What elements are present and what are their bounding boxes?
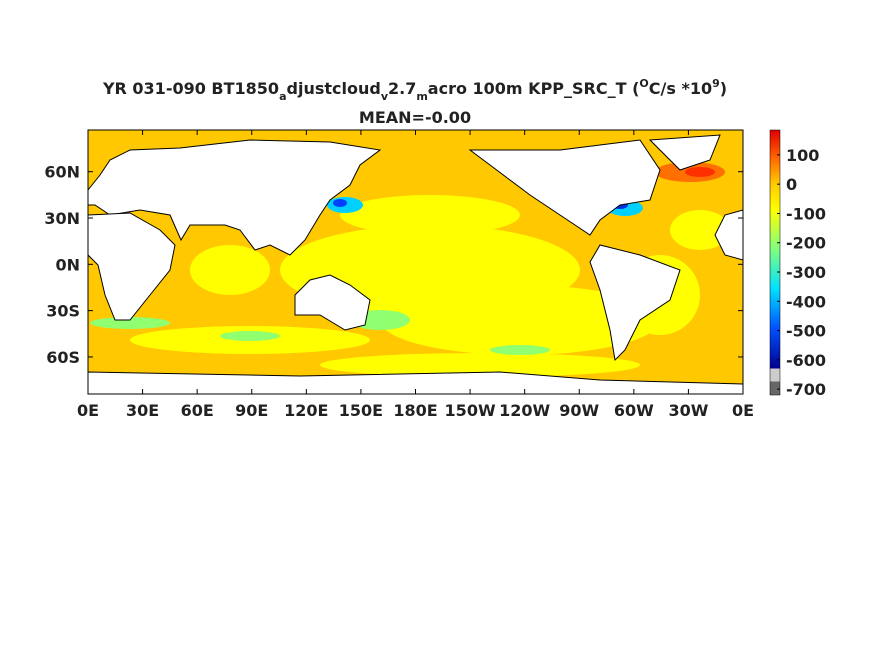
title: YR 031-090 BT1850adjustcloudv2.7macro 10…	[102, 77, 727, 103]
title-part: 2.7	[388, 79, 416, 98]
y-tick-label: 30N	[44, 209, 80, 228]
x-tick-label: 90E	[235, 401, 268, 420]
title-part: 9	[712, 77, 720, 90]
x-tick-label: 0E	[732, 401, 754, 420]
x-tick-label: 30E	[126, 401, 159, 420]
colorbar-tick-label: -600	[786, 351, 826, 370]
colorbar-tick-label: -200	[786, 234, 826, 253]
colorbar-tick-label: -300	[786, 263, 826, 282]
x-tick-label: 60E	[181, 401, 214, 420]
x-tick-label: 90W	[559, 401, 599, 420]
colorbar-tick-label: -500	[786, 322, 826, 341]
x-tick-label: 150E	[339, 401, 383, 420]
x-tick-label: 0E	[77, 401, 99, 420]
x-tick-label: 60W	[614, 401, 654, 420]
title-part: djustcloud	[287, 79, 381, 98]
x-tick-label: 120E	[284, 401, 328, 420]
y-tick-label: 30S	[46, 302, 80, 321]
colorbar-tick-label: -400	[786, 292, 826, 311]
title-part: C/s *10	[649, 79, 712, 98]
title-part: a	[279, 90, 286, 103]
colorbar	[769, 129, 781, 396]
title-part: v	[381, 90, 389, 103]
colorbar-tick-label: 100	[786, 146, 819, 165]
colorbar-tick-label: 0	[786, 175, 797, 194]
x-tick-label: 150W	[445, 401, 496, 420]
title-part: YR 031-090 BT1850	[102, 79, 279, 98]
x-tick-label: 30W	[668, 401, 708, 420]
map-field	[88, 130, 743, 394]
title-part: acro 100m KPP_SRC_T (	[428, 79, 640, 98]
y-tick-label: 60S	[46, 348, 80, 367]
colorbar-tick-label: -700	[786, 380, 826, 399]
x-tick-label: 180E	[393, 401, 437, 420]
title-part: O	[639, 77, 648, 90]
y-tick-label: 60N	[44, 163, 80, 182]
title-part: m	[416, 90, 427, 103]
y-tick-label: 0N	[55, 255, 80, 274]
colorbar-tick-label: -100	[786, 204, 826, 223]
subtitle: MEAN=-0.00	[359, 108, 471, 127]
title-part: )	[720, 79, 727, 98]
x-tick-label: 120W	[499, 401, 550, 420]
